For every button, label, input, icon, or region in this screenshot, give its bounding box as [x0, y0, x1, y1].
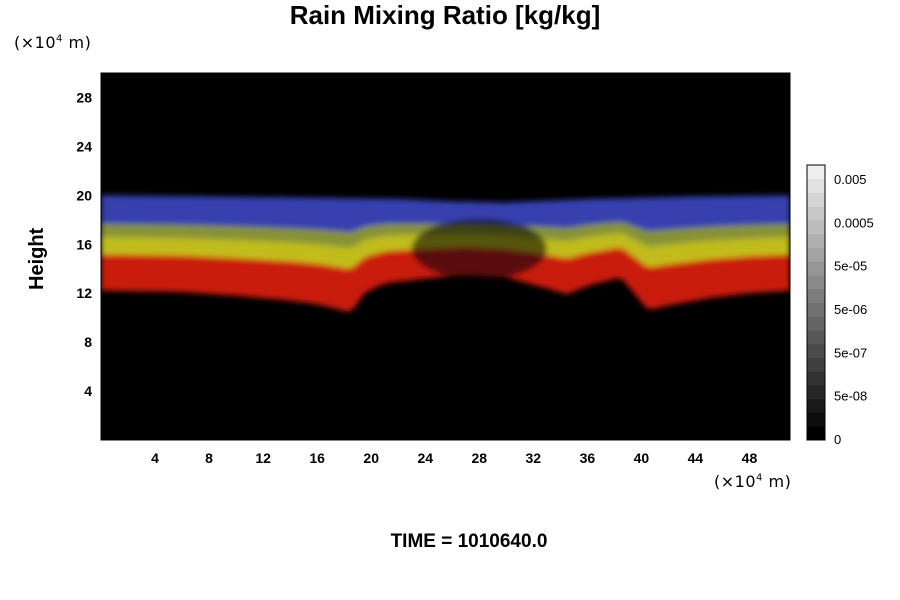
y-tick-label: 24 — [76, 138, 92, 154]
colorbar-label: 5e-08 — [834, 389, 867, 404]
y-tick-label: 4 — [84, 383, 92, 399]
colorbar-cell — [807, 357, 825, 372]
y-tick-label: 8 — [84, 334, 92, 350]
x-tick-label: 4 — [151, 450, 159, 466]
colorbar-cell — [807, 371, 825, 386]
colorbar-cell — [807, 330, 825, 345]
chart-title: Rain Mixing Ratio [kg/kg] — [289, 0, 601, 30]
y-tick-label: 28 — [76, 89, 92, 105]
colorbar-cell — [807, 412, 825, 427]
colorbar-cell — [807, 288, 825, 303]
x-tick-label: 20 — [363, 450, 379, 466]
central-gap — [411, 218, 547, 280]
y-axis: 4 8 12 16 20 24 28 — [76, 89, 92, 399]
y-unit-label: (×104 m) — [14, 33, 92, 52]
colorbar-frame — [806, 164, 826, 441]
colorbar-label: 5e-07 — [834, 345, 867, 360]
colorbar-label: 0 — [834, 432, 841, 447]
colorbar-cell — [807, 261, 825, 276]
x-tick-label: 44 — [688, 450, 704, 466]
x-tick-label: 32 — [526, 450, 542, 466]
colorbar-cell — [807, 247, 825, 262]
x-tick-label: 48 — [742, 450, 758, 466]
plot-area — [100, 72, 791, 441]
plot-frame — [100, 72, 791, 441]
colorbar-label: 5e-06 — [834, 302, 867, 317]
colorbar-cell — [807, 316, 825, 331]
band-lower — [101, 244, 790, 312]
x-tick-label: 36 — [580, 450, 596, 466]
x-unit-label: (×104 m) — [714, 472, 792, 491]
colorbar-cell — [807, 165, 825, 180]
colorbar-cell — [807, 385, 825, 400]
colorbar-cell — [807, 220, 825, 235]
colorbar-cell — [807, 178, 825, 193]
y-axis-label: Height — [26, 227, 48, 290]
colorbar-cell — [807, 426, 825, 441]
colorbar-cell — [807, 275, 825, 290]
colorbar-label: 5e-05 — [834, 259, 867, 274]
x-axis: 4 8 12 16 20 24 28 32 36 40 44 48 — [151, 450, 757, 466]
colorbar-label: 0.005 — [834, 172, 867, 187]
x-tick-label: 40 — [634, 450, 650, 466]
colorbar-cell — [807, 233, 825, 248]
band-top — [101, 195, 790, 233]
y-tick-label: 20 — [76, 187, 92, 203]
x-tick-label: 24 — [417, 450, 433, 466]
x-tick-label: 28 — [471, 450, 487, 466]
colorbar-cell — [807, 206, 825, 221]
colorbar-cell — [807, 192, 825, 207]
x-tick-label: 16 — [309, 450, 325, 466]
colorbar-label: 0.0005 — [834, 215, 874, 230]
time-label: TIME = 1010640.0 — [390, 531, 548, 552]
colorbar-cell — [807, 398, 825, 413]
y-tick-label: 16 — [76, 236, 92, 252]
colorbar: 0.005 0.0005 5e-05 5e-06 5e-07 5e-08 0 — [806, 164, 874, 447]
x-tick-label: 12 — [255, 450, 271, 466]
x-tick-label: 8 — [205, 450, 213, 466]
colorbar-cell — [807, 343, 825, 358]
y-tick-label: 12 — [76, 285, 92, 301]
colorbar-cell — [807, 302, 825, 317]
